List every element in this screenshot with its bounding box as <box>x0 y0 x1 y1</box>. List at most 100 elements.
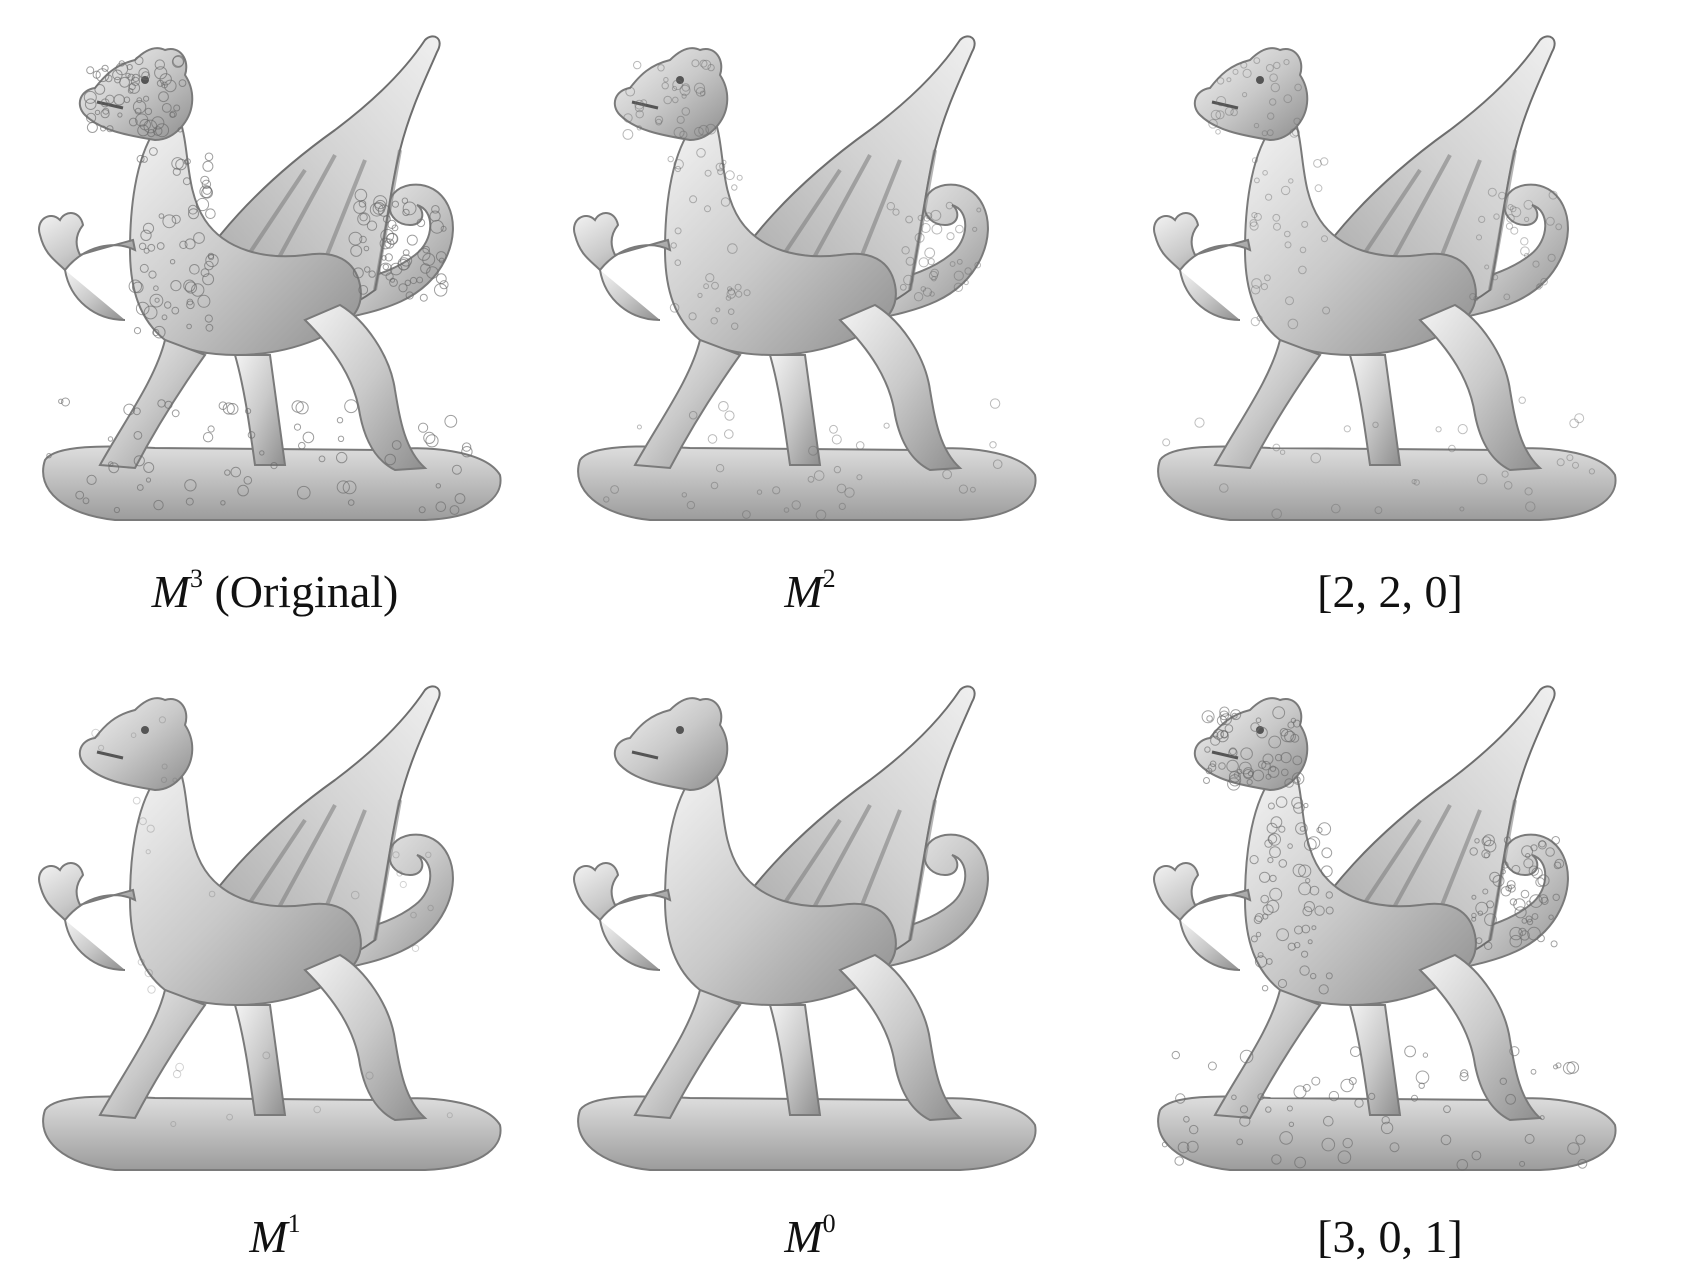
surface-detail <box>440 225 447 232</box>
surface-detail <box>374 199 387 212</box>
surface-detail <box>640 99 648 107</box>
surface-detail <box>1212 731 1219 738</box>
surface-detail <box>1293 1085 1307 1099</box>
surface-detail <box>636 125 642 131</box>
surface-detail <box>720 197 731 207</box>
surface-detail <box>364 266 371 273</box>
surface-detail <box>705 273 715 283</box>
surface-detail <box>686 500 696 510</box>
surface-detail <box>603 496 610 503</box>
surface-detail <box>1275 796 1288 808</box>
surface-detail <box>434 283 448 297</box>
surface-detail <box>1519 1160 1526 1167</box>
surface-detail <box>734 283 742 291</box>
surface-detail <box>1280 185 1291 196</box>
surface-detail <box>1162 438 1171 447</box>
surface-detail <box>1269 98 1277 106</box>
surface-detail <box>942 469 953 480</box>
surface-detail <box>974 261 982 269</box>
surface-detail <box>369 202 384 217</box>
surface-detail <box>161 314 168 321</box>
caption-superscript: 3 <box>189 563 203 593</box>
surface-detail <box>409 276 418 285</box>
surface-detail <box>224 469 231 476</box>
surface-detail <box>1331 503 1341 514</box>
surface-detail <box>1457 424 1468 435</box>
surface-detail <box>1290 733 1300 743</box>
surface-detail <box>1264 274 1271 282</box>
surface-detail <box>1253 57 1261 64</box>
surface-detail <box>101 64 109 72</box>
surface-detail <box>694 126 704 137</box>
surface-detail <box>149 293 164 308</box>
surface-detail <box>1506 214 1515 223</box>
surface-detail <box>1337 1150 1352 1165</box>
surface-detail <box>353 200 367 214</box>
surface-detail <box>956 258 963 265</box>
surface-detail <box>1273 61 1281 70</box>
surface-detail <box>365 1071 374 1080</box>
surface-detail <box>84 98 97 110</box>
surface-detail <box>138 242 147 251</box>
surface-detail <box>705 123 717 135</box>
surface-detail <box>688 410 698 420</box>
surface-detail <box>169 259 176 265</box>
surface-detail <box>1278 859 1288 868</box>
surface-detail <box>162 214 177 229</box>
surface-detail <box>204 314 213 323</box>
surface-detail <box>1229 747 1237 756</box>
panel-m3-original: M3 (Original) <box>5 20 545 620</box>
surface-detail <box>127 88 134 94</box>
surface-detail <box>172 1069 182 1079</box>
surface-detail <box>949 261 956 267</box>
surface-detail <box>1481 849 1491 859</box>
surface-detail <box>1469 293 1477 301</box>
surface-detail <box>373 195 388 210</box>
surface-detail <box>136 154 145 163</box>
surface-detail <box>657 64 665 72</box>
caption-text: [3, 0, 1] <box>1317 1211 1463 1262</box>
surface-detail <box>1206 715 1213 722</box>
surface-detail <box>1270 816 1283 829</box>
surface-detail <box>1266 822 1278 834</box>
surface-detail <box>133 455 145 467</box>
surface-detail <box>91 728 101 738</box>
surface-detail <box>259 450 265 456</box>
surface-detail <box>815 509 827 521</box>
surface-detail <box>191 283 205 297</box>
surface-detail <box>622 129 634 140</box>
surface-detail <box>186 300 195 310</box>
surface-detail <box>1551 836 1561 845</box>
surface-detail <box>1260 283 1268 291</box>
surface-detail <box>245 408 252 415</box>
surface-detail <box>1368 1092 1376 1100</box>
surface-detail <box>142 222 155 234</box>
surface-detail <box>1219 483 1229 493</box>
surface-detail <box>422 245 431 254</box>
surface-detail <box>136 484 144 491</box>
surface-detail <box>1224 724 1234 733</box>
surface-detail <box>924 247 936 259</box>
surface-detail <box>135 301 150 316</box>
surface-detail <box>1311 1076 1321 1086</box>
surface-detail <box>154 297 160 303</box>
surface-detail <box>173 104 181 112</box>
surface-detail <box>1342 1137 1353 1149</box>
surface-detail <box>1489 871 1501 883</box>
surface-detail <box>899 283 907 291</box>
surface-detail <box>1242 767 1254 779</box>
surface-detail <box>1556 458 1565 467</box>
caption-symbol: M <box>151 566 190 617</box>
surface-detail <box>1293 776 1301 784</box>
caption-symbol: M <box>784 566 823 617</box>
surface-detail <box>202 185 212 195</box>
surface-detail <box>156 242 165 250</box>
surface-detail <box>427 904 434 912</box>
surface-detail <box>243 476 253 485</box>
surface-detail <box>964 267 972 275</box>
surface-detail <box>1505 1093 1517 1105</box>
surface-detail <box>1230 709 1242 721</box>
surface-detail <box>200 175 210 185</box>
surface-detail <box>391 224 399 232</box>
surface-detail <box>226 403 239 415</box>
